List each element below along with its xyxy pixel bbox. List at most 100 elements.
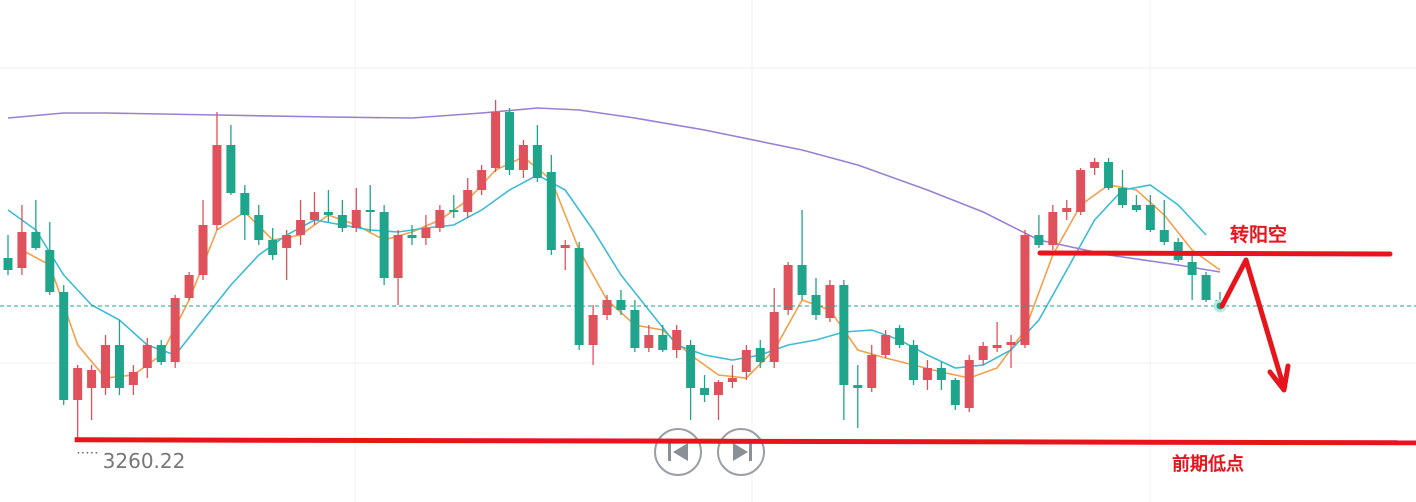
candle-body — [1062, 208, 1072, 212]
candle-body — [644, 335, 654, 348]
candle-body — [839, 285, 849, 385]
candle-body — [727, 378, 737, 382]
candle-body — [518, 145, 528, 170]
low-label: 3260.22 — [103, 449, 186, 473]
candle-body — [672, 330, 682, 350]
candle-body — [435, 210, 445, 228]
prior-low-line — [74, 437, 1416, 446]
candle-body — [142, 345, 152, 368]
candle-body — [226, 145, 236, 193]
candle-body — [156, 345, 166, 362]
icon-triangle — [733, 443, 748, 461]
candle-body — [254, 215, 264, 240]
candle-body — [240, 193, 250, 215]
arrow-path — [1219, 257, 1287, 391]
candle-body — [602, 300, 612, 315]
candle-body — [560, 245, 570, 248]
candle-body — [700, 388, 710, 395]
candle-body — [463, 190, 473, 212]
plot — [0, 100, 1416, 440]
candle-body — [114, 345, 124, 388]
candle-body — [73, 368, 83, 400]
candle-body — [895, 328, 905, 345]
candle-body — [853, 385, 863, 388]
candle-body — [1159, 230, 1169, 242]
candle-body — [3, 258, 13, 270]
candle-body — [658, 335, 668, 350]
playback-next[interactable] — [717, 428, 765, 476]
candle-body — [978, 346, 988, 360]
candle-body — [268, 240, 278, 255]
candle-body — [532, 145, 542, 178]
candle-body — [351, 210, 361, 228]
candle-body — [101, 345, 111, 388]
candle-body — [741, 350, 751, 372]
candle-body — [588, 315, 598, 345]
candle-body — [713, 382, 723, 395]
candle-body — [867, 355, 877, 388]
candle-body — [337, 215, 347, 228]
candle-body — [936, 368, 946, 380]
candle-body — [1006, 342, 1016, 345]
candle-body — [909, 345, 919, 380]
candle-body — [393, 235, 403, 278]
candle-body — [686, 345, 696, 388]
candle-body — [964, 360, 974, 408]
candle-body — [1117, 188, 1127, 205]
arrow-head — [1267, 363, 1291, 393]
candle-body — [296, 220, 306, 235]
ma-line — [7, 174, 1207, 369]
candle-body — [797, 265, 807, 295]
candle-body — [59, 292, 69, 400]
candle-body — [198, 225, 208, 275]
candle-body — [491, 112, 501, 168]
candle-body — [922, 368, 932, 380]
annotation-label: 转阳空 — [1230, 223, 1287, 246]
candle-body — [1104, 162, 1114, 188]
candle-body — [45, 250, 55, 292]
candle-body — [881, 335, 891, 355]
annotation-label: 前期低点 — [1172, 453, 1244, 475]
candle-body — [365, 210, 375, 212]
candle-body — [769, 312, 779, 362]
ma-line — [7, 107, 1221, 273]
candle-body — [31, 232, 41, 248]
candle-body — [323, 212, 333, 215]
candle-body — [505, 112, 515, 170]
candle-body — [630, 310, 640, 348]
candle-body — [477, 170, 487, 190]
candle-body — [1090, 162, 1100, 168]
candle-body — [992, 345, 1002, 348]
candle-body — [825, 285, 835, 318]
candle-body — [449, 210, 459, 212]
candle-body — [574, 248, 584, 345]
candle-body — [128, 372, 138, 385]
candle-body — [87, 370, 97, 388]
candle-body — [1034, 235, 1044, 245]
candle-body — [1076, 170, 1086, 212]
candle-body — [546, 172, 556, 250]
candle-body — [1020, 235, 1030, 345]
candle-body — [1201, 275, 1211, 300]
candle-body — [212, 145, 222, 225]
candle-body — [1187, 262, 1197, 275]
candle-body — [1048, 212, 1058, 245]
candle-body — [309, 212, 319, 220]
candle-body — [379, 212, 389, 278]
resistance-line — [1037, 250, 1393, 257]
candle-body — [421, 228, 431, 238]
candle-body — [282, 235, 292, 248]
candle-body — [616, 300, 626, 310]
candle-body — [407, 235, 417, 238]
playback-prev[interactable] — [654, 428, 702, 476]
icon-bar — [749, 443, 752, 461]
icon-triangle — [673, 443, 688, 461]
icon-bar — [668, 443, 671, 461]
candle-body — [755, 348, 765, 362]
candle-body — [811, 295, 821, 315]
annotation-shapes — [1037, 250, 1393, 393]
candle-body — [783, 265, 793, 310]
candle-body — [184, 275, 194, 298]
candle-body — [170, 298, 180, 362]
